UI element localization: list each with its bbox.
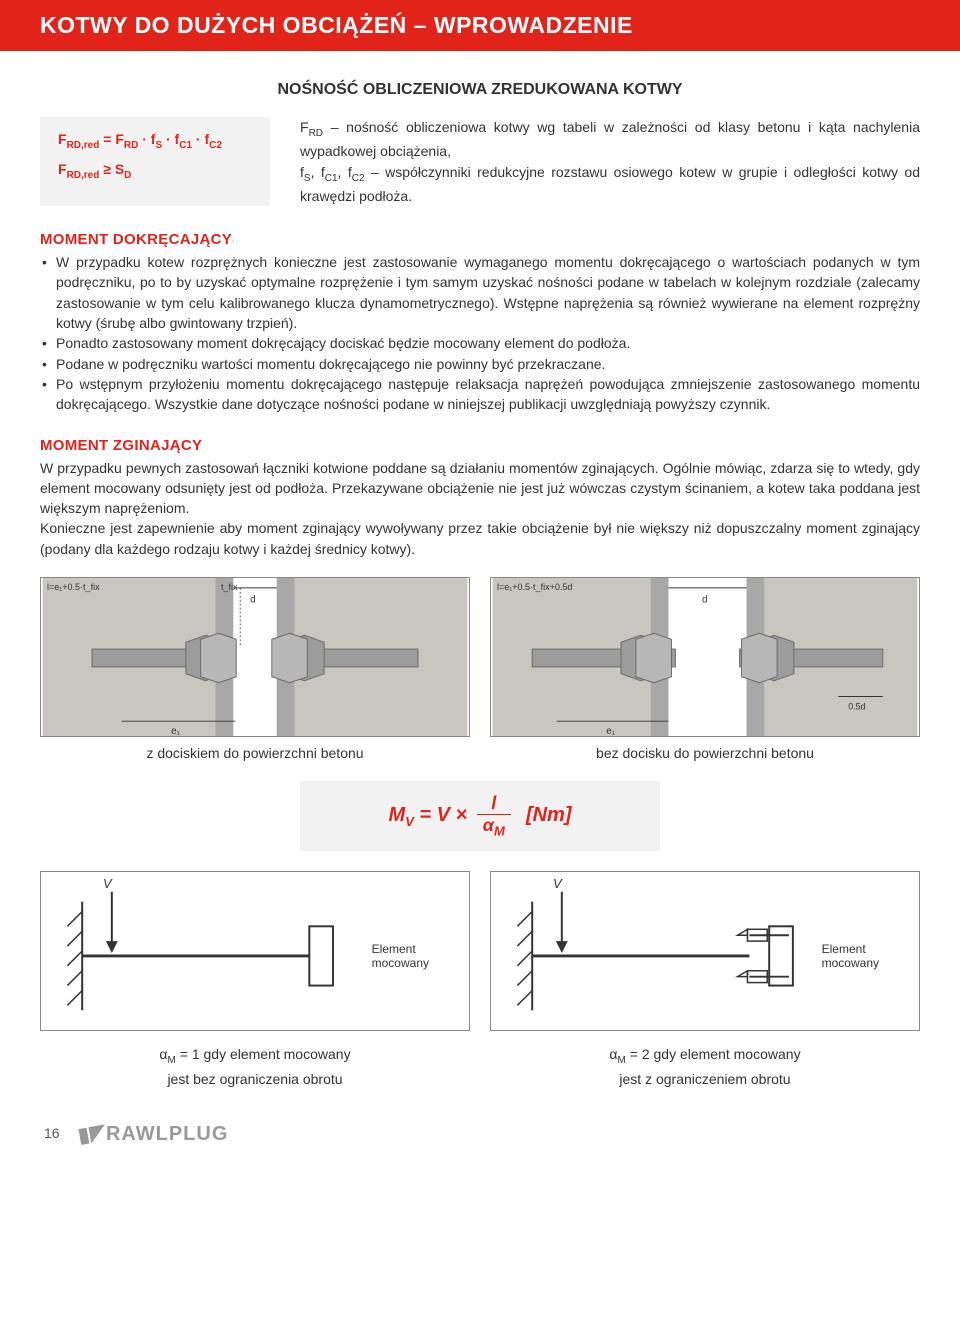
logo: ▮◤RAWLPLUG: [78, 1121, 229, 1146]
caption-left: z dociskiem do powierzchni betonu: [40, 745, 470, 761]
mv-lhs: MV: [389, 804, 414, 826]
anchor-diagram-row: d e₁ l=e₁+0.5·t_fix t_fix: [40, 577, 920, 737]
heading-moment-dokrecajacy: MOMENT DOKRĘCAJĄCY: [40, 231, 920, 248]
moment-dokrecajacy-list: W przypadku kotew rozprężnych konieczne …: [40, 252, 920, 414]
list-item: Po wstępnym przyłożeniu momentu dokręcaj…: [40, 374, 920, 415]
diagram-left-formula: l=e₁+0.5·t_fix: [47, 582, 100, 592]
anchor-illustration-icon: d e₁: [41, 578, 469, 736]
schematic-left: V Elementmocowany: [40, 871, 470, 1031]
anchor-diagram-right: d e₁ 0.5d l=e₁+0.5·t_fix+0.5d: [490, 577, 920, 737]
mv-eq: = V ×: [414, 804, 467, 826]
svg-text:d: d: [250, 595, 255, 606]
v-label: V: [553, 876, 562, 891]
list-item: W przypadku kotew rozprężnych konieczne …: [40, 252, 920, 333]
formula-section: FRD,red = FRD · fS · fC1 · fC2 FRD,red ≥…: [40, 117, 920, 206]
subtitle: NOŚNOŚĆ OBLICZENIOWA ZREDUKOWANA KOTWY: [40, 81, 920, 99]
svg-text:e₁: e₁: [171, 726, 180, 736]
caption-row: z dociskiem do powierzchni betonu bez do…: [40, 745, 920, 761]
alpha-left: αM = 1 gdy element mocowany jest bez ogr…: [40, 1043, 470, 1091]
svg-text:0.5d: 0.5d: [848, 701, 865, 711]
svg-text:d: d: [702, 595, 707, 606]
element-label: Elementmocowany: [372, 942, 429, 971]
mv-formula: MV = V × l αM [Nm]: [300, 781, 660, 851]
diagram-right-formula: l=e₁+0.5·t_fix+0.5d: [497, 582, 572, 592]
formula-description: FRD – nośność obliczeniowa kotwy wg tabe…: [300, 117, 920, 206]
schematic-row: V Elementmocowany: [40, 871, 920, 1031]
list-item: Podane w podręczniku wartości momentu do…: [40, 354, 920, 374]
caption-right: bez docisku do powierzchni betonu: [490, 745, 920, 761]
footer: 16 ▮◤RAWLPLUG: [40, 1121, 920, 1146]
v-label: V: [103, 876, 112, 891]
page-title: KOTWY DO DUŻYCH OBCIĄŻEŃ – WPROWADZENIE: [0, 0, 960, 51]
diagram-tfix-label: t_fix: [221, 582, 238, 592]
page-number: 16: [44, 1125, 60, 1141]
moment-zginajacy-text: W przypadku pewnych zastosowań łączniki …: [40, 458, 920, 559]
anchor-diagram-left: d e₁ l=e₁+0.5·t_fix t_fix: [40, 577, 470, 737]
list-item: Ponadto zastosowany moment dokręcający d…: [40, 333, 920, 353]
alpha-row: αM = 1 gdy element mocowany jest bez ogr…: [40, 1043, 920, 1091]
alpha-right: αM = 2 gdy element mocowany jest z ogran…: [490, 1043, 920, 1091]
element-label: Elementmocowany: [822, 942, 879, 971]
formula-line-1: FRD,red = FRD · fS · fC1 · fC2: [58, 131, 252, 151]
mv-fraction: l αM: [477, 793, 511, 839]
formula-line-2: FRD,red ≥ SD: [58, 161, 252, 181]
formula-box: FRD,red = FRD · fS · fC1 · fC2 FRD,red ≥…: [40, 117, 270, 206]
schematic-right: V Elementmocowany: [490, 871, 920, 1031]
anchor-illustration-icon: d e₁ 0.5d: [491, 578, 919, 736]
heading-moment-zginajacy: MOMENT ZGINAJĄCY: [40, 437, 920, 454]
svg-text:e₁: e₁: [606, 726, 615, 736]
mv-unit: [Nm]: [526, 804, 572, 826]
